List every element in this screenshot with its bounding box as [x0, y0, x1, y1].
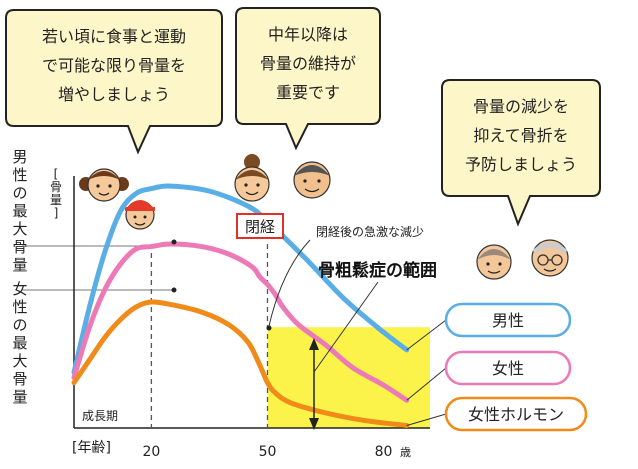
legend-label-female-hormone: 女性ホルモン — [468, 405, 564, 424]
osteoporosis-zone-label: 骨粗鬆症の範囲 — [318, 260, 437, 281]
svg-text:量: 量 — [50, 193, 62, 207]
svg-text:大: 大 — [12, 220, 27, 238]
elderly-man-face-icon — [531, 239, 569, 277]
menopause-box — [236, 213, 284, 239]
bubble-middle-age: 中年以降は 骨量の維持が 重要です — [235, 7, 381, 151]
svg-text:男: 男 — [12, 148, 27, 166]
middle-aged-man-face-icon — [293, 161, 331, 199]
growth-period-label: 成長期 — [82, 409, 118, 423]
girl-face-icon — [79, 168, 129, 202]
bubble-youth-line2: で可能な限り骨量を — [42, 56, 186, 75]
svg-text:女: 女 — [12, 280, 27, 298]
menopause-label: 閉経 — [245, 218, 275, 236]
legend-leader-female-hormone — [406, 413, 447, 426]
x-unit-label: 歳 — [400, 446, 411, 459]
x-tick-label: 80 — [375, 444, 393, 460]
series-line-female — [71, 241, 410, 403]
svg-text:骨: 骨 — [50, 180, 62, 194]
middle-aged-woman-face-icon — [234, 154, 270, 202]
legend-leader-male — [406, 319, 447, 351]
x-tick-label: 20 — [142, 444, 160, 460]
osteoporosis-leader — [313, 281, 379, 373]
y-axis-label: [骨量] — [50, 167, 62, 220]
elderly-woman-face-icon — [476, 244, 512, 280]
x-tick-label: 50 — [259, 444, 277, 460]
svg-text:]: ] — [54, 206, 59, 220]
legend-pill-male — [444, 302, 572, 338]
svg-text:量: 量 — [12, 388, 27, 406]
svg-text:量: 量 — [12, 256, 27, 274]
legend-leader-female — [406, 367, 447, 401]
male-peak-dot — [171, 239, 177, 245]
svg-text:の: の — [12, 316, 27, 334]
boy-face-icon — [125, 200, 155, 230]
svg-text:大: 大 — [12, 352, 27, 370]
series-line-female-hormone — [71, 299, 410, 428]
female-peak-dot — [171, 287, 177, 293]
bubble-elderly-line2: 抑えて骨折を — [473, 126, 568, 145]
svg-text:骨: 骨 — [12, 370, 27, 388]
bubble-elderly-line3: 予防しましょう — [465, 155, 577, 174]
svg-text:骨: 骨 — [12, 238, 27, 256]
rapid-decline-leader — [268, 239, 311, 327]
svg-text:最: 最 — [12, 202, 27, 220]
bubble-youth: 若い頃に食事と運動 で可能な限り骨量を 増やしましょう — [5, 9, 223, 155]
zone-range-arrow — [309, 338, 319, 430]
osteoporosis-zone — [267, 327, 430, 428]
bubble-elderly-line1: 骨量の減少を — [473, 97, 569, 116]
legend-label-male: 男性 — [492, 311, 524, 330]
bubble-middle-line1: 中年以降は — [268, 25, 348, 44]
svg-text:の: の — [12, 184, 27, 202]
rapid-decline-label: 閉経後の急激な減少 — [316, 224, 424, 239]
bubble-middle-line2: 骨量の維持が — [260, 54, 356, 73]
svg-text:性: 性 — [12, 298, 27, 316]
rapid-decline-dot — [266, 325, 272, 331]
svg-text:[: [ — [54, 167, 59, 181]
bubble-elderly: 骨量の減少を 抑えて骨折を 予防しましょう — [441, 79, 601, 227]
series-line-male — [71, 183, 410, 376]
legend-pill-female-hormone — [444, 396, 588, 432]
bubble-youth-line3: 増やしましょう — [58, 85, 170, 104]
legend-label-female: 女性 — [492, 359, 524, 378]
bubble-middle-line3: 重要です — [276, 83, 340, 102]
x-axis-label: [年齢] — [72, 440, 111, 456]
bubble-youth-line1: 若い頃に食事と運動 — [42, 27, 186, 46]
legend-pill-female — [444, 350, 572, 386]
svg-text:最: 最 — [12, 334, 27, 352]
svg-text:性: 性 — [12, 166, 27, 184]
